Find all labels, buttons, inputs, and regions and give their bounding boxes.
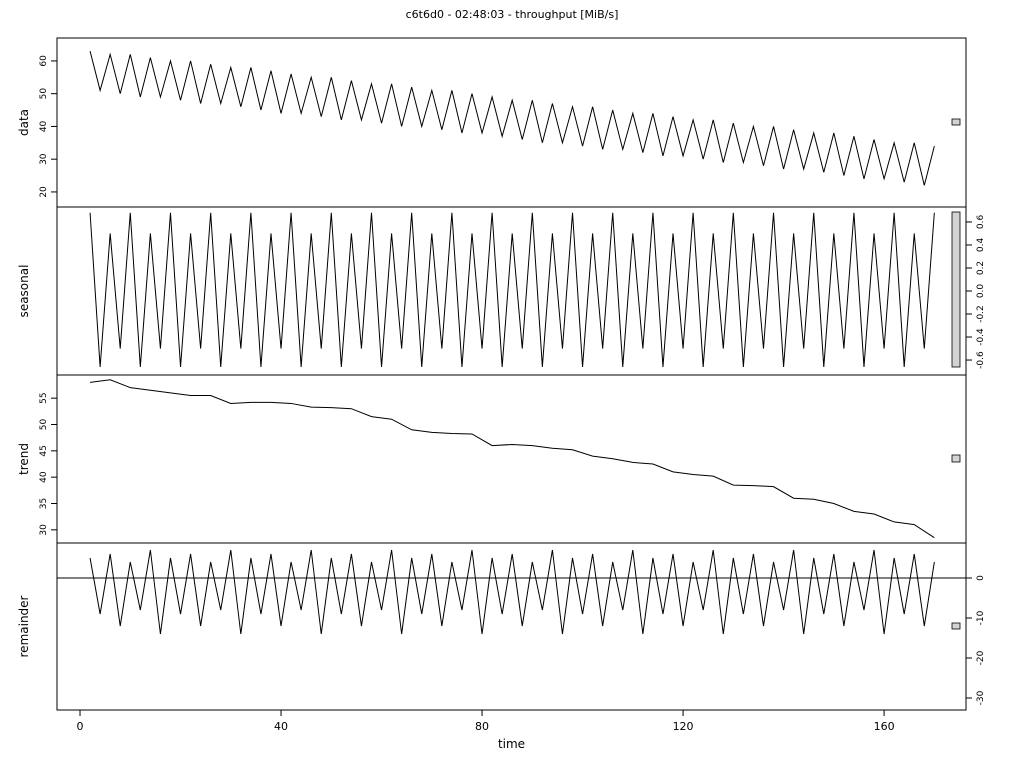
y-axis-label: seasonal xyxy=(17,265,31,318)
x-tick-label: 160 xyxy=(874,720,895,733)
scale-bar xyxy=(951,211,961,368)
y-tick-label: 50 xyxy=(39,88,49,100)
y-tick-label: -10 xyxy=(976,610,986,625)
y-tick-label: 50 xyxy=(39,419,49,431)
y-tick-label: -20 xyxy=(976,650,986,665)
scale-bar xyxy=(951,454,961,463)
y-axis-label: remainder xyxy=(17,595,31,657)
y-tick-label: -0.2 xyxy=(976,305,986,323)
y-tick-label: 60 xyxy=(39,55,49,67)
y-tick-label: 30 xyxy=(39,524,49,536)
y-tick-label: 0.4 xyxy=(976,238,986,253)
y-tick-label: 0.6 xyxy=(976,215,986,230)
y-tick-label: 35 xyxy=(39,498,49,509)
y-tick-label: 0 xyxy=(976,575,986,581)
y-tick-label: 55 xyxy=(39,392,49,403)
y-axis-label: data xyxy=(17,109,31,136)
y-axis-label: trend xyxy=(17,443,31,475)
y-tick-label: 40 xyxy=(39,471,49,483)
data-line xyxy=(90,379,935,539)
x-tick-label: 80 xyxy=(475,720,489,733)
data-line xyxy=(89,549,935,635)
y-tick-label: 40 xyxy=(39,120,49,132)
y-tick-label: -30 xyxy=(976,690,986,705)
y-tick-label: 20 xyxy=(39,186,49,198)
x-tick-label: 0 xyxy=(77,720,84,733)
scale-bar xyxy=(951,622,961,630)
x-tick-label: 40 xyxy=(274,720,288,733)
y-tick-label: 0.0 xyxy=(976,284,986,299)
y-tick-label: -0.4 xyxy=(976,328,986,346)
y-tick-label: 45 xyxy=(39,445,49,456)
data-line xyxy=(89,50,935,186)
x-axis-label: time xyxy=(498,737,525,751)
y-tick-label: 30 xyxy=(39,153,49,165)
chart-title: c6t6d0 - 02:48:03 - throughput [MiB/s] xyxy=(406,8,619,21)
data-line xyxy=(89,212,935,367)
x-tick-label: 120 xyxy=(673,720,694,733)
y-tick-label: -0.6 xyxy=(976,351,986,369)
y-tick-label: 0.2 xyxy=(976,261,986,275)
scale-bar xyxy=(951,118,961,126)
